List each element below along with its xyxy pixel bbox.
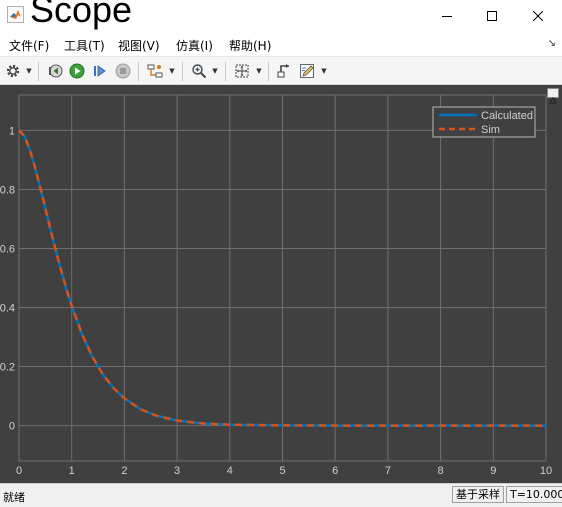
style-icon — [299, 63, 315, 79]
zoom-dropdown-icon[interactable]: ▼ — [211, 66, 219, 76]
autoscale-button[interactable] — [233, 62, 251, 80]
autoscale-icon — [234, 63, 250, 79]
x-tick-label: 8 — [438, 465, 444, 477]
x-tick-label: 1 — [69, 465, 75, 477]
menu-simulation[interactable]: 仿真(I) — [176, 37, 213, 54]
run-button[interactable] — [68, 62, 86, 80]
signal-selector-button[interactable] — [146, 62, 164, 80]
y-tick-label: 0.2 — [0, 362, 15, 374]
style-dropdown-icon[interactable]: ▼ — [320, 66, 328, 76]
menu-help[interactable]: 帮助(H) — [229, 37, 271, 54]
signal-selector-icon — [147, 63, 163, 79]
menu-view[interactable]: 视图(V) — [118, 37, 160, 54]
zoom-button[interactable] — [190, 62, 208, 80]
toolbar: ▼ — [0, 56, 562, 85]
highlight-block-button[interactable] — [275, 62, 293, 80]
signal-selector-dropdown-icon[interactable]: ▼ — [168, 66, 176, 76]
minimize-icon — [442, 11, 452, 21]
x-tick-label: 0 — [16, 465, 22, 477]
maximize-button[interactable] — [469, 0, 515, 31]
maximize-icon — [487, 11, 497, 21]
legend[interactable]: Calculated Sim — [433, 107, 535, 137]
y-tick-label: 0.8 — [0, 184, 15, 196]
menu-file[interactable]: 文件(F) — [9, 37, 49, 54]
menu-tools[interactable]: 工具(T) — [64, 37, 105, 54]
step-forward-button[interactable] — [91, 62, 109, 80]
stop-icon — [115, 63, 131, 79]
toolbar-separator — [138, 62, 139, 81]
close-button[interactable] — [515, 0, 561, 31]
x-axis-ticks: 0 1 2 3 4 5 6 7 8 9 10 — [16, 465, 552, 477]
step-back-icon — [47, 63, 63, 79]
configuration-button[interactable] — [4, 62, 22, 80]
toolbar-separator — [268, 62, 269, 81]
y-axis-ticks: 0 0.2 0.4 0.6 0.8 1 — [0, 125, 15, 432]
x-tick-label: 10 — [540, 465, 552, 477]
window-title: Scope — [30, 0, 132, 31]
toolbar-separator — [182, 62, 183, 81]
run-icon — [69, 63, 85, 79]
toolbar-separator — [225, 62, 226, 81]
menu-collapse-arrow-icon[interactable]: ↘ — [548, 38, 556, 49]
highlight-icon — [276, 63, 292, 79]
style-button[interactable] — [298, 62, 316, 80]
y-tick-label: 1 — [9, 125, 15, 137]
matlab-logo-icon — [7, 6, 24, 23]
sample-mode-indicator: 基于采样 — [452, 486, 504, 503]
y-tick-label: 0.4 — [0, 303, 15, 315]
autoscale-dropdown-icon[interactable]: ▼ — [255, 66, 263, 76]
x-tick-label: 4 — [227, 465, 233, 477]
x-tick-label: 5 — [279, 465, 285, 477]
x-tick-label: 7 — [385, 465, 391, 477]
status-ready-text: 就绪 — [3, 489, 25, 505]
close-icon — [533, 11, 543, 21]
status-bar: 就绪 基于采样 T=10.000 — [0, 483, 562, 507]
x-tick-label: 2 — [121, 465, 127, 477]
step-forward-icon — [92, 63, 108, 79]
legend-label-calculated: Calculated — [481, 110, 533, 122]
x-tick-label: 6 — [332, 465, 338, 477]
stop-button[interactable] — [114, 62, 132, 80]
simulation-time-indicator: T=10.000 — [506, 486, 562, 503]
minimize-button[interactable] — [424, 0, 470, 31]
title-bar[interactable]: Scope — [0, 0, 562, 31]
x-tick-label: 3 — [174, 465, 180, 477]
x-tick-label: 9 — [490, 465, 496, 477]
gear-icon — [5, 63, 21, 79]
configuration-dropdown-icon[interactable]: ▼ — [25, 66, 33, 76]
legend-label-sim: Sim — [481, 124, 500, 136]
step-back-button[interactable] — [46, 62, 64, 80]
scope-chart[interactable]: 0 1 2 3 4 5 6 7 8 9 10 0 0.2 0.4 0.6 0.8 1 Calculated S… — [0, 85, 562, 483]
toolbar-separator — [38, 62, 39, 81]
menu-bar: 文件(F) 工具(T) 视图(V) 仿真(I) 帮助(H) ↘ — [0, 31, 562, 55]
y-tick-label: 0.6 — [0, 243, 15, 255]
y-tick-label: 0 — [9, 421, 15, 433]
zoom-icon — [191, 63, 207, 79]
